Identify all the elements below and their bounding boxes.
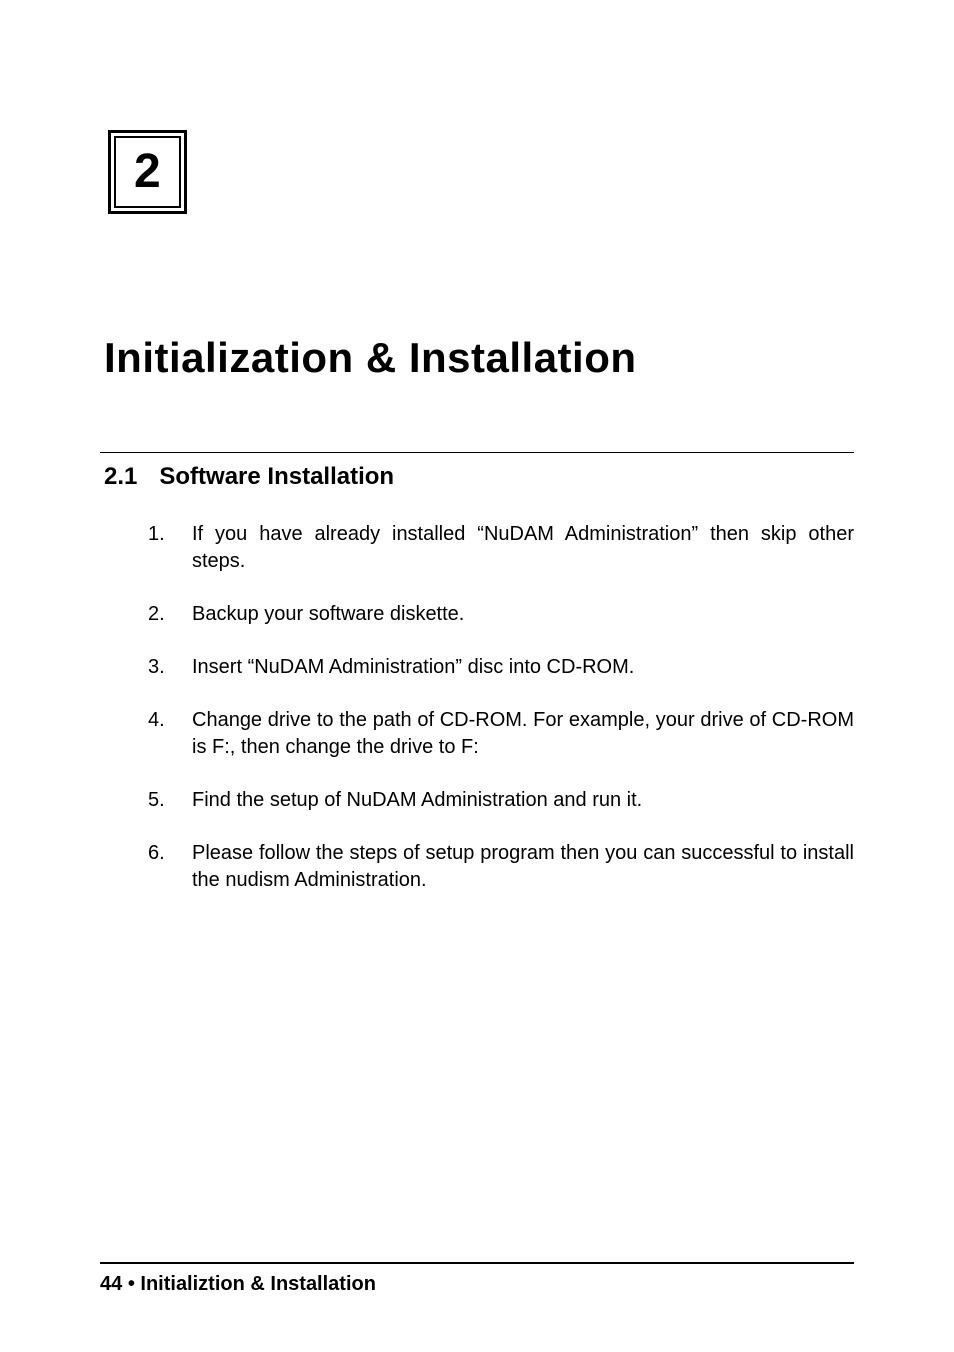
list-item: 4. Change drive to the path of CD-ROM. F…: [148, 707, 854, 761]
section-number: 2.1: [104, 463, 137, 491]
chapter-number-box: 2: [108, 130, 187, 214]
chapter-number-box-inner: 2: [114, 136, 181, 208]
step-number: 2.: [148, 601, 192, 628]
page-number: 44: [100, 1273, 122, 1295]
step-number: 1.: [148, 521, 192, 575]
step-text: Please follow the steps of setup program…: [192, 840, 854, 894]
page-footer: 44 • Initializtion & Installation: [100, 1273, 376, 1296]
footer-separator: •: [128, 1273, 135, 1295]
footer-divider: [100, 1262, 854, 1264]
footer-label: Initializtion & Installation: [140, 1273, 376, 1295]
step-text: Find the setup of NuDAM Administration a…: [192, 787, 854, 814]
step-number: 6.: [148, 840, 192, 894]
step-text: Change drive to the path of CD-ROM. For …: [192, 707, 854, 761]
step-number: 3.: [148, 654, 192, 681]
list-item: 3. Insert “NuDAM Administration” disc in…: [148, 654, 854, 681]
section-heading: 2.1 Software Installation: [104, 463, 854, 491]
section-divider: [100, 452, 854, 453]
step-number: 4.: [148, 707, 192, 761]
list-item: 6. Please follow the steps of setup prog…: [148, 840, 854, 894]
steps-list: 1. If you have already installed “NuDAM …: [148, 521, 854, 894]
list-item: 2. Backup your software diskette.: [148, 601, 854, 628]
step-text: Backup your software diskette.: [192, 601, 854, 628]
list-item: 5. Find the setup of NuDAM Administratio…: [148, 787, 854, 814]
step-text: Insert “NuDAM Administration” disc into …: [192, 654, 854, 681]
chapter-title: Initialization & Installation: [104, 334, 854, 382]
list-item: 1. If you have already installed “NuDAM …: [148, 521, 854, 575]
step-text: If you have already installed “NuDAM Adm…: [192, 521, 854, 575]
section-title: Software Installation: [159, 463, 394, 490]
step-number: 5.: [148, 787, 192, 814]
chapter-number: 2: [134, 145, 161, 198]
